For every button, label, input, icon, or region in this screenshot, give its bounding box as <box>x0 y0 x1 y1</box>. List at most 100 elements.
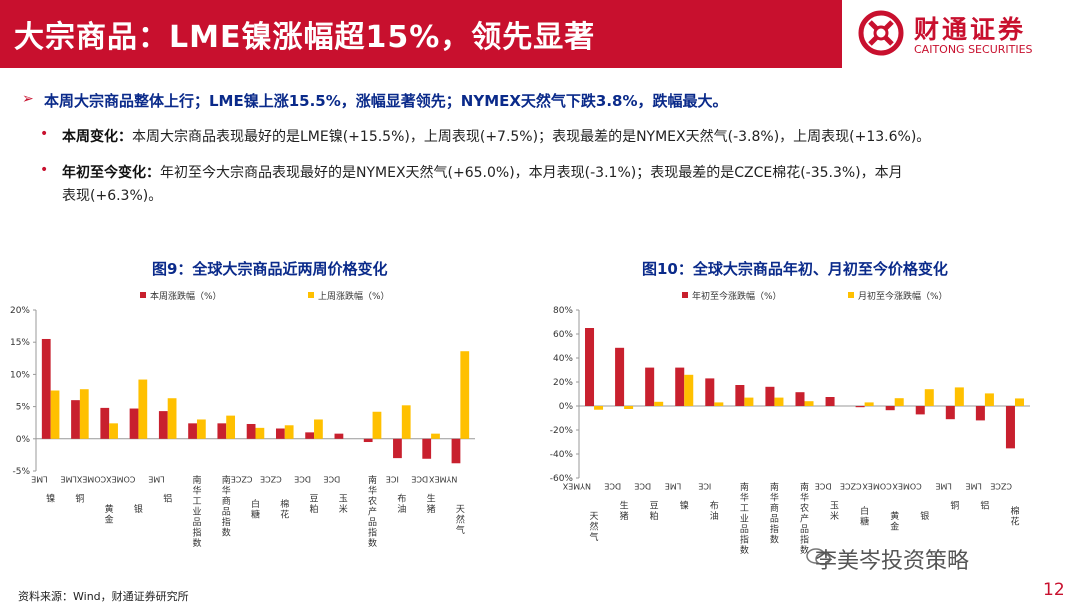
svg-text:镍: 镍 <box>680 500 689 512</box>
legend-label: 本周涨跌幅（%） <box>150 290 222 302</box>
bar-red <box>422 438 432 459</box>
weekly-change-text: 本周大宗商品表现最好的是LME镍(+15.5%)，上周表现(+7.5%)；表现最… <box>132 129 931 145</box>
svg-text:DCE: DCE <box>294 475 311 484</box>
svg-text:豆: 豆 <box>310 494 319 505</box>
svg-text:产: 产 <box>368 506 377 518</box>
svg-text:产: 产 <box>800 513 809 525</box>
bar-yellow <box>924 389 934 406</box>
y-tick-label: 20% <box>553 378 573 388</box>
svg-text:华: 华 <box>368 485 377 497</box>
logo: 财通证券 CAITONG SECURITIES <box>842 0 1080 68</box>
weekly-change-line: 本周变化：本周大宗商品表现最好的是LME镍(+15.5%)，上周表现(+7.5%… <box>62 126 930 146</box>
legend-label: 月初至今涨跌幅（%） <box>858 290 948 302</box>
bar-yellow <box>196 419 206 439</box>
y-tick-label: -60% <box>550 474 574 484</box>
svg-text:华: 华 <box>800 492 809 504</box>
bar-yellow <box>744 397 754 406</box>
svg-text:NYMEX: NYMEX <box>562 482 591 491</box>
bar-red <box>188 423 197 439</box>
x-tick-label: COMEX 银 <box>106 475 143 516</box>
svg-text:商: 商 <box>770 502 779 514</box>
svg-text:数: 数 <box>192 537 201 549</box>
x-tick-label: NYMEX 天然气 <box>562 482 598 544</box>
svg-text:南: 南 <box>800 481 809 493</box>
svg-text:DCE: DCE <box>815 482 832 491</box>
svg-text:数: 数 <box>770 534 779 546</box>
bar-red <box>275 428 285 439</box>
svg-text:气: 气 <box>590 531 599 543</box>
svg-text:豆: 豆 <box>650 501 659 512</box>
bar-red <box>915 406 925 415</box>
ytd-change-line-2: 表现(+6.3%)。 <box>62 188 163 204</box>
bar-yellow <box>401 405 411 439</box>
svg-text:南: 南 <box>192 474 201 486</box>
bar-red <box>217 423 227 439</box>
svg-text:数: 数 <box>740 544 749 556</box>
svg-text:银: 银 <box>134 503 143 515</box>
svg-text:品: 品 <box>770 514 779 525</box>
x-tick-label: COMEX 黄金 <box>862 482 899 533</box>
weekly-change-label: 本周变化： <box>62 129 132 145</box>
svg-text:指: 指 <box>222 516 231 528</box>
header-bar: 大宗商品：LME镍涨幅超15%，领先显著 财通证券 CAITONG SECURI… <box>0 0 1080 68</box>
bar-yellow <box>460 351 470 439</box>
svg-text:生: 生 <box>427 493 436 505</box>
svg-text:指: 指 <box>800 534 809 546</box>
x-tick-label: ICE 布油 <box>698 482 719 523</box>
x-tick-label: DCE 生猪 <box>411 475 435 516</box>
x-tick-label: LME 铝 <box>148 475 172 505</box>
y-tick-label: 60% <box>553 330 573 340</box>
svg-text:COMEX: COMEX <box>862 482 892 491</box>
svg-text:LME: LME <box>148 475 164 484</box>
legend-swatch <box>848 292 854 298</box>
ytd-change-line: 年初至今变化：年初至今大宗商品表现最好的是NYMEX天然气(+65.0%)，本月… <box>62 162 903 182</box>
legend-label: 上周涨跌幅（%） <box>318 290 390 302</box>
bar-red <box>975 406 985 421</box>
bar-red <box>393 438 402 459</box>
bar-yellow <box>50 390 60 439</box>
svg-text:数: 数 <box>800 544 809 556</box>
bar-yellow <box>774 397 784 406</box>
svg-text:CZCE: CZCE <box>260 475 282 484</box>
y-tick-label: 0% <box>559 402 574 412</box>
svg-text:数: 数 <box>368 537 377 549</box>
logo-text-en: CAITONG SECURITIES <box>914 43 1033 56</box>
svg-text:华: 华 <box>192 485 201 497</box>
svg-text:指: 指 <box>192 527 201 539</box>
svg-text:糖: 糖 <box>860 515 869 527</box>
y-tick-label: 0% <box>16 435 31 445</box>
x-tick-label: DCE 豆粕 <box>634 482 658 523</box>
bar-red <box>41 338 51 439</box>
x-tick-label: LME 铝 <box>965 482 989 512</box>
bar-red <box>855 406 865 408</box>
svg-text:然: 然 <box>590 521 599 533</box>
bar-red <box>158 411 168 439</box>
svg-text:CZCE: CZCE <box>840 482 862 491</box>
bar-yellow <box>804 401 814 406</box>
svg-text:农: 农 <box>368 495 377 507</box>
svg-text:猪: 猪 <box>427 503 436 515</box>
bar-red <box>675 367 685 406</box>
svg-text:镍: 镍 <box>46 493 55 505</box>
logo-text-cn: 财通证券 <box>914 15 1027 44</box>
x-tick-label: NYMEX 天然气 <box>429 475 465 537</box>
svg-text:数: 数 <box>222 527 231 539</box>
x-tick-label: CZCE 白糖 <box>231 475 260 521</box>
svg-text:粕: 粕 <box>650 510 659 522</box>
y-tick-label: 10% <box>10 370 30 380</box>
svg-text:铜: 铜 <box>950 500 959 512</box>
svg-text:COMEX: COMEX <box>76 475 106 484</box>
svg-text:工: 工 <box>740 504 749 514</box>
svg-text:ICE: ICE <box>698 482 711 491</box>
page-number: 12 <box>1043 580 1065 600</box>
svg-text:天: 天 <box>456 505 465 515</box>
x-tick-label: COMEX 黄金 <box>76 475 113 526</box>
page-title: 大宗商品：LME镍涨幅超15%，领先显著 <box>14 20 596 55</box>
svg-text:COMEX: COMEX <box>892 482 922 491</box>
y-tick-label: 20% <box>10 306 30 316</box>
svg-text:品: 品 <box>800 524 809 535</box>
svg-text:黄: 黄 <box>890 510 899 522</box>
